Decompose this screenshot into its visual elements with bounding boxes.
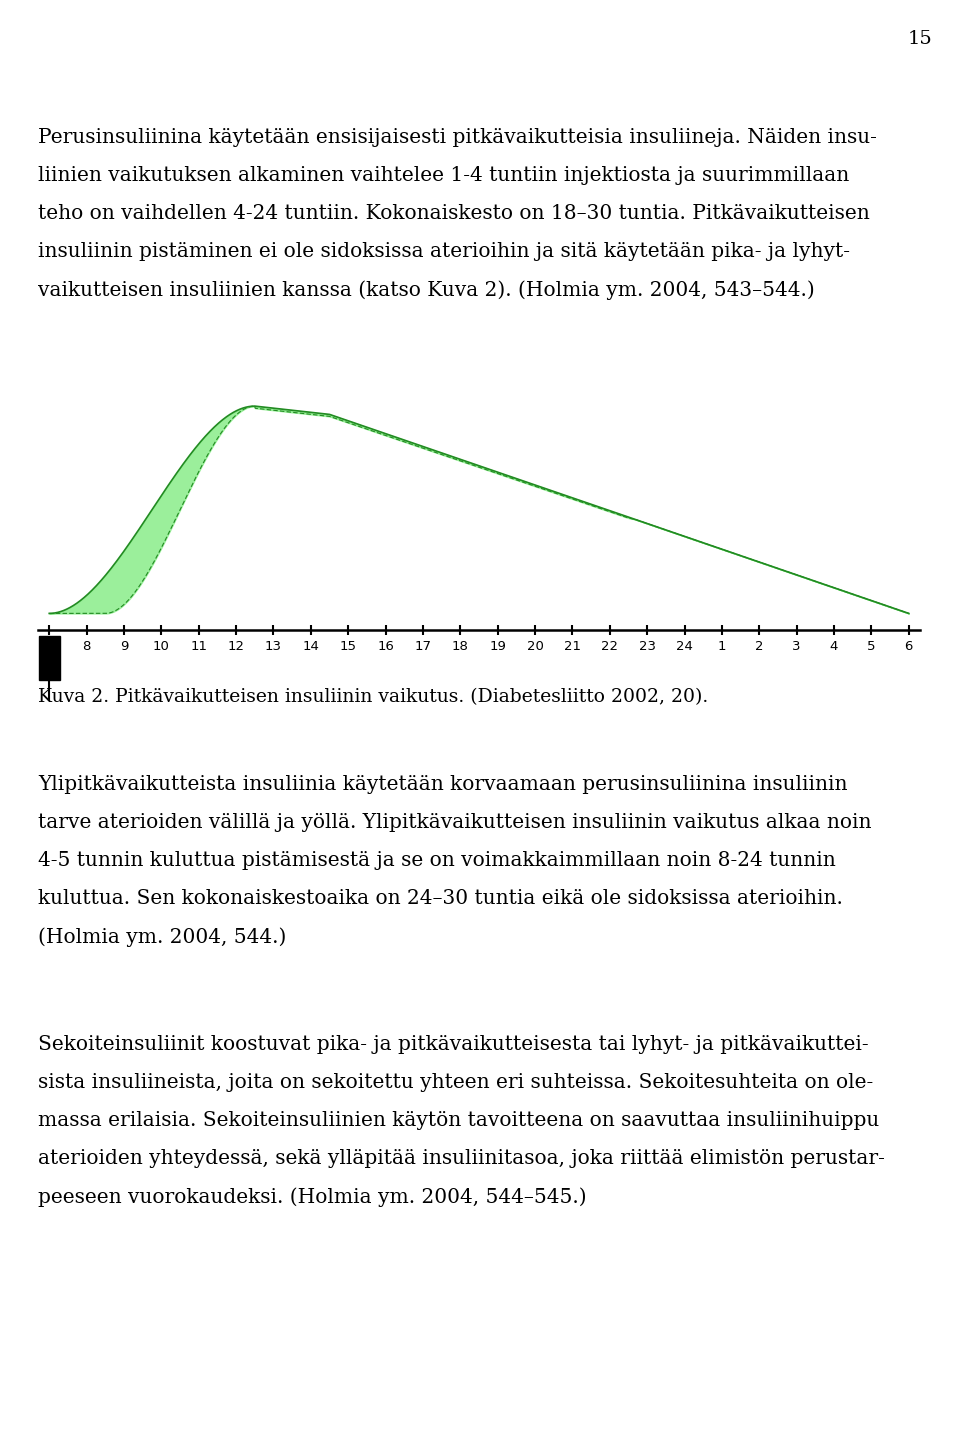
Text: insuliinin pistäminen ei ole sidoksissa aterioihin ja sitä käytetään pika- ja ly: insuliinin pistäminen ei ole sidoksissa … xyxy=(38,242,850,262)
Text: Ylipitkävaikutteista insuliinia käytetään korvaamaan perusinsuliinina insuliinin: Ylipitkävaikutteista insuliinia käytetää… xyxy=(38,775,848,794)
Text: kuluttua. Sen kokonaiskestoaika on 24–30 tuntia eikä ole sidoksissa aterioihin.: kuluttua. Sen kokonaiskestoaika on 24–30… xyxy=(38,889,843,907)
Text: Kuva 2. Pitkävaikutteisen insuliinin vaikutus. (Diabetesliitto 2002, 20).: Kuva 2. Pitkävaikutteisen insuliinin vai… xyxy=(38,687,708,706)
Text: sista insuliineista, joita on sekoitettu yhteen eri suhteissa. Sekoitesuhteita o: sista insuliineista, joita on sekoitettu… xyxy=(38,1073,874,1091)
Text: peeseen vuorokaudeksi. (Holmia ym. 2004, 544–545.): peeseen vuorokaudeksi. (Holmia ym. 2004,… xyxy=(38,1186,587,1206)
Text: massa erilaisia. Sekoiteinsuliinien käytön tavoitteena on saavuttaa insuliinihui: massa erilaisia. Sekoiteinsuliinien käyt… xyxy=(38,1112,879,1130)
Text: teho on vaihdellen 4-24 tuntiin. Kokonaiskesto on 18–30 tuntia. Pitkävaikutteise: teho on vaihdellen 4-24 tuntiin. Kokonai… xyxy=(38,204,870,223)
Text: liinien vaikutuksen alkaminen vaihtelee 1-4 tuntiin injektiosta ja suurimmillaan: liinien vaikutuksen alkaminen vaihtelee … xyxy=(38,165,850,186)
Text: 15: 15 xyxy=(907,30,932,47)
Text: Perusinsuliinina käytetään ensisijaisesti pitkävaikutteisia insuliineja. Näiden : Perusinsuliinina käytetään ensisijaisest… xyxy=(38,128,876,147)
Text: aterioiden yhteydessä, sekä ylläpitää insuliinitasoa, joka riittää elimistön per: aterioiden yhteydessä, sekä ylläpitää in… xyxy=(38,1149,885,1168)
Text: (Holmia ym. 2004, 544.): (Holmia ym. 2004, 544.) xyxy=(38,928,286,946)
Bar xyxy=(38,636,60,680)
Text: Sekoiteinsuliinit koostuvat pika- ja pitkävaikutteisesta tai lyhyt- ja pitkävaik: Sekoiteinsuliinit koostuvat pika- ja pit… xyxy=(38,1035,869,1054)
Text: vaikutteisen insuliinien kanssa (katso Kuva 2). (Holmia ym. 2004, 543–544.): vaikutteisen insuliinien kanssa (katso K… xyxy=(38,280,815,299)
Text: tarve aterioiden välillä ja yöllä. Ylipitkävaikutteisen insuliinin vaikutus alka: tarve aterioiden välillä ja yöllä. Ylipi… xyxy=(38,812,872,833)
Text: 4-5 tunnin kuluttua pistämisestä ja se on voimakkaimmillaan noin 8-24 tunnin: 4-5 tunnin kuluttua pistämisestä ja se o… xyxy=(38,851,836,870)
